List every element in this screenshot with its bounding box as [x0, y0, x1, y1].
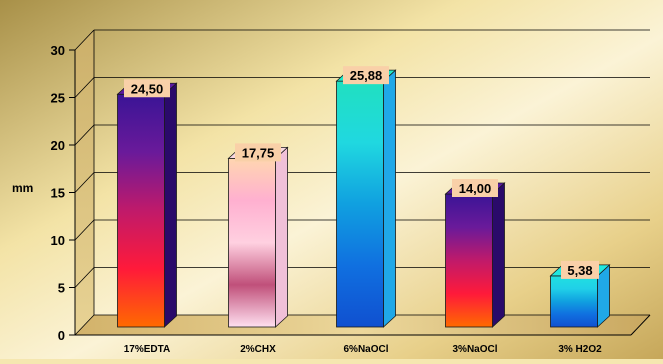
data-label-text: 17,75	[242, 145, 275, 160]
y-tick-label: 5	[58, 281, 65, 296]
y-axis-title: mm	[12, 181, 33, 195]
bar-side	[492, 182, 505, 328]
gridline-wall	[74, 172, 95, 193]
bar	[116, 82, 178, 328]
y-tick-label: 30	[51, 43, 65, 58]
bars	[116, 69, 611, 328]
data-label: 17,75	[235, 143, 281, 162]
data-label-text: 24,50	[131, 81, 164, 96]
data-label-box	[561, 260, 599, 279]
bar-front	[228, 157, 276, 328]
x-tick-label: 3% H2O2	[558, 344, 602, 355]
data-label-box	[235, 143, 281, 162]
data-label-box	[343, 66, 389, 85]
y-tick-label: 0	[58, 328, 65, 343]
bar-side	[275, 146, 288, 328]
data-label-text: 5,38	[567, 263, 592, 278]
data-label: 14,00	[452, 179, 498, 197]
x-tick-label: 17%EDTA	[124, 344, 171, 355]
y-tick-label: 20	[51, 138, 65, 153]
bar-side	[164, 82, 177, 328]
gridline-wall	[74, 124, 95, 146]
bar-side	[383, 69, 396, 328]
x-tick-label: 3%NaOCl	[452, 344, 497, 355]
data-label: 24,50	[124, 79, 170, 98]
bar-front	[550, 275, 598, 328]
bar-front	[117, 93, 165, 328]
data-label-box	[452, 179, 498, 197]
y-axis: 0 5 10 15 20 25 30	[51, 30, 651, 343]
data-label: 5,38	[561, 260, 599, 279]
bar	[335, 69, 397, 328]
data-label-text: 14,00	[459, 181, 492, 196]
x-tick-label: 2%CHX	[240, 344, 276, 355]
x-axis: 17%EDTA 2%CHX 6%NaOCl 3%NaOCl 3% H2O2	[124, 344, 602, 355]
data-labels: 24,50 17,75 25,88 14,00 5,38	[124, 66, 599, 279]
bar	[444, 182, 506, 328]
gridline-wall	[74, 314, 95, 336]
x-tick-label: 6%NaOCl	[343, 344, 388, 355]
bar	[227, 146, 289, 328]
bar-front	[445, 193, 493, 328]
y-tick-label: 10	[51, 233, 65, 248]
gridline-wall	[74, 219, 95, 241]
floor-edge	[630, 314, 651, 336]
data-label-box	[124, 79, 170, 98]
bar-front	[336, 80, 384, 328]
y-tick-label: 25	[51, 91, 65, 106]
gridline-wall	[74, 77, 95, 98]
gridline-wall	[74, 267, 95, 288]
y-tick-label: 15	[51, 186, 65, 201]
gridline-wall	[74, 29, 95, 51]
data-label: 25,88	[343, 66, 389, 85]
data-label-text: 25,88	[350, 68, 383, 83]
